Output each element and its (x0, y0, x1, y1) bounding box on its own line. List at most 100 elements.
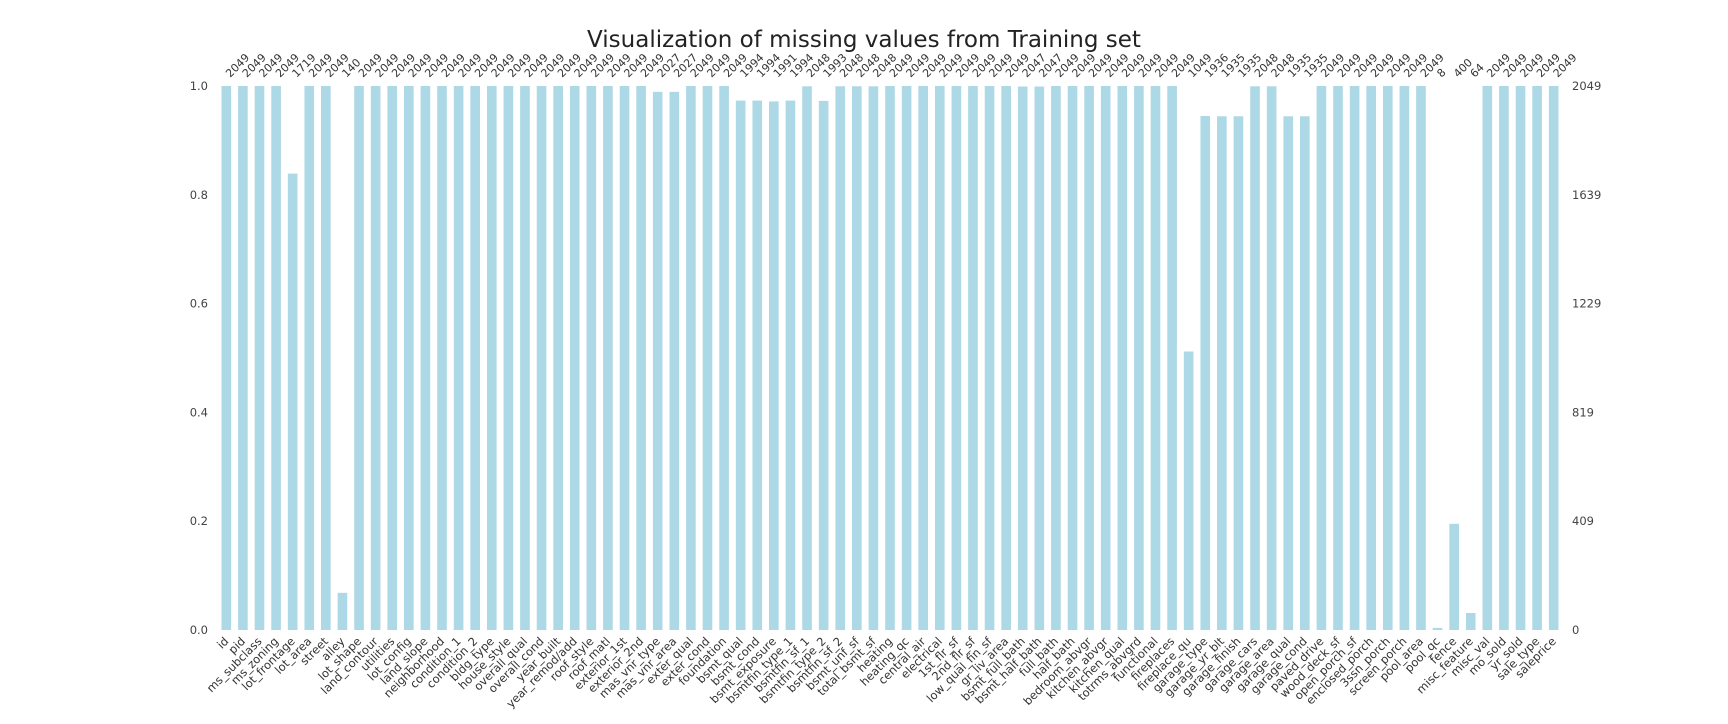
bar-lot_frontage (287, 173, 298, 631)
bar-gr_liv_area (1001, 86, 1011, 630)
bar-lot_config (404, 86, 414, 630)
bar-functional (1150, 86, 1161, 630)
bar-overall_qual (520, 86, 530, 630)
bar-wood_deck_sf (1333, 86, 1343, 630)
left-tick-label: 0.6 (190, 297, 208, 311)
bar-exter_cond (702, 86, 713, 630)
bar-garage_cond (1300, 116, 1310, 630)
bar-utilities (387, 86, 398, 630)
bar-fireplaces (1167, 86, 1177, 630)
bar-paved_drive (1316, 86, 1327, 630)
bar-year_built (553, 86, 563, 630)
bar-condition_1 (453, 86, 464, 630)
bar-bldg_type (486, 86, 497, 630)
bar-foundation (719, 86, 729, 630)
bar-bsmtfin_type_1 (785, 100, 796, 631)
bar-2nd_flr_sf (968, 86, 978, 630)
left-tick-label: 0.2 (190, 514, 208, 528)
bar-garage_cars (1250, 86, 1260, 630)
count-labels-group: 2049204920492049171920492049140204920492… (223, 51, 1579, 80)
bar-pool_qc (1432, 627, 1443, 630)
right-tick-label: 2049 (1572, 79, 1601, 93)
bar-bsmt_unf_sf (852, 86, 862, 630)
bar-id (221, 86, 232, 630)
bar-condition_2 (470, 86, 480, 630)
bar-ms_zoning (271, 86, 281, 630)
bar-full_bath (1051, 86, 1061, 630)
bar-lot_shape (354, 86, 364, 630)
bar-land_slope (420, 86, 431, 630)
bars-group (221, 86, 1559, 631)
bar-exterior_2nd (636, 86, 646, 630)
bar-low_qual_fin_sf (984, 86, 995, 630)
bar-totrms_abvgrd (1134, 86, 1144, 630)
bar-misc_feature (1465, 613, 1476, 630)
bar-enclosed_porch (1366, 86, 1376, 630)
bar-kitchen_qual (1117, 86, 1128, 630)
bar-mas_vnr_type (652, 91, 663, 631)
bar-open_porch_sf (1349, 86, 1360, 630)
bar-sale_type (1532, 86, 1542, 630)
bar-ms_subclass (254, 86, 265, 630)
bar-garage_finish (1233, 116, 1244, 630)
bar-street (321, 86, 331, 630)
bar-total_bsmt_sf (868, 86, 879, 630)
bar-heating_qc (901, 86, 912, 630)
bar-saleprice (1548, 86, 1559, 630)
left-axis: 0.0 0.2 0.4 0.6 0.8 1.0 (190, 79, 208, 637)
bar-misc_val (1482, 86, 1493, 630)
bar-bsmt_cond (752, 100, 763, 631)
bar-kitchen_abvgr (1100, 86, 1111, 630)
count-label-pool_qc: 8 (1434, 66, 1448, 80)
left-tick-label: 0.4 (190, 405, 208, 419)
bar-heating (885, 86, 895, 630)
bar-lot_area (304, 86, 315, 630)
right-tick-label: 1229 (1572, 297, 1601, 311)
bar-year_remod/add (569, 86, 580, 630)
bar-bsmt_full_bath (1017, 86, 1028, 630)
bar-garage_area (1266, 86, 1277, 630)
bar-bsmt_exposure (769, 101, 779, 630)
bar-fence (1449, 523, 1459, 630)
bar-land_contour (370, 86, 381, 630)
bar-neighborhood (437, 86, 447, 630)
bar-roof_matl (603, 86, 613, 630)
bar-house_style (503, 86, 514, 630)
left-tick-label: 0.0 (190, 623, 208, 637)
right-tick-label: 819 (1572, 405, 1594, 419)
bar-screen_porch (1399, 86, 1410, 630)
bar-mas_vnr_area (669, 91, 680, 631)
bar-garage_yr_blt (1217, 116, 1227, 630)
bar-half_bath (1067, 86, 1078, 630)
left-tick-label: 0.8 (190, 188, 208, 202)
bar-fireplace_qu (1183, 351, 1194, 630)
bar-bsmt_qual (735, 100, 746, 631)
bar-electrical (934, 86, 945, 630)
bar-bsmtfin_sf_2 (835, 86, 846, 630)
bar-bsmt_half_bath (1034, 86, 1045, 630)
bar-pid (238, 86, 248, 630)
bar-3ssn_porch (1382, 86, 1393, 630)
bar-garage_type (1200, 116, 1211, 630)
chart-title: Visualization of missing values from Tra… (587, 27, 1141, 53)
right-tick-label: 1639 (1572, 188, 1601, 202)
bar-roof_style (586, 86, 597, 630)
bar-bedroom_abvgr (1084, 86, 1094, 630)
left-tick-label: 1.0 (190, 79, 208, 93)
right-tick-label: 0 (1572, 623, 1579, 637)
bar-yr_sold (1515, 86, 1526, 630)
bar-exterior_1st (619, 86, 630, 630)
bar-alley (337, 592, 348, 630)
x-axis-labels-group: idpidms_subclassms_zoninglot_frontagelot… (204, 634, 1559, 711)
bar-pool_area (1416, 86, 1426, 630)
bar-exter_qual (686, 86, 696, 630)
right-tick-label: 409 (1572, 514, 1594, 528)
bar-1st_flr_sf (951, 86, 962, 630)
bar-garage_qual (1283, 116, 1294, 630)
bar-bsmtfin_sf_1 (802, 86, 812, 630)
bar-bsmtfin_type_2 (818, 100, 829, 631)
bar-mo_sold (1499, 86, 1509, 630)
right-axis: 0 409 819 1229 1639 2049 (1572, 79, 1601, 637)
